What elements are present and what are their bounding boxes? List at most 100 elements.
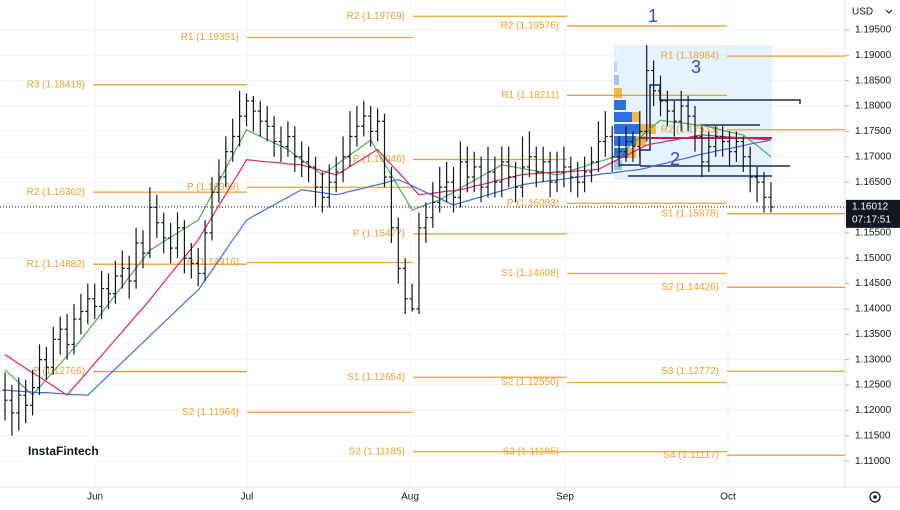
ohlc-bar xyxy=(375,108,381,142)
currency-caret[interactable] xyxy=(885,9,893,14)
structure-lines xyxy=(620,84,801,177)
ohlc-bar xyxy=(658,75,663,117)
y-tick-label: 1.13000 xyxy=(855,354,892,365)
y-tick-label: 1.13500 xyxy=(855,329,892,340)
pivot-label: S2 (1.12550) xyxy=(501,377,559,388)
ohlc-bar xyxy=(285,121,291,157)
ohlc-bar xyxy=(319,171,325,213)
ohlc-bar xyxy=(554,151,560,193)
ohlc-bar xyxy=(402,258,408,315)
ohlc-bar xyxy=(699,126,705,178)
y-tick-label: 1.12000 xyxy=(855,405,892,416)
currency[interactable]: USD xyxy=(852,7,873,18)
ohlc-bar xyxy=(368,106,374,147)
pivot-label: S1 (1.12654) xyxy=(347,372,405,383)
pivot-label: R2 (1.16302) xyxy=(27,187,85,198)
ohlc-bar xyxy=(692,106,698,152)
y-tick-label: 1.17500 xyxy=(855,126,892,137)
ohlc-bar xyxy=(106,273,111,309)
ohlc-bar xyxy=(720,126,726,157)
profile-bar xyxy=(632,112,640,122)
wave-label: 2 xyxy=(670,149,680,169)
ohlc-bar xyxy=(623,126,629,162)
settings-icon[interactable] xyxy=(869,491,881,503)
pivot-label: R1 (1.18211) xyxy=(501,90,559,101)
ohlc-bars xyxy=(2,45,774,436)
ohlc-bar xyxy=(264,106,270,142)
ohlc-bar xyxy=(388,166,394,243)
y-tick-label: 1.19500 xyxy=(855,25,892,36)
ohlc-bar xyxy=(202,220,208,282)
y-tick-label: 1.11000 xyxy=(855,456,891,467)
ohlc-bar xyxy=(78,293,84,335)
ohlc-bar xyxy=(216,159,222,203)
ohlc-bar xyxy=(761,171,767,213)
settings-ring[interactable] xyxy=(869,491,881,503)
ohlc-bar xyxy=(754,166,760,203)
ohlc-bar xyxy=(630,131,636,162)
last-price-label: 1.16012 xyxy=(852,202,889,213)
ohlc-bar xyxy=(520,136,525,198)
pivot-label: R2 (1.19769) xyxy=(347,11,405,22)
pivot-levels: R3 (1.18418) R2 (1.16302) R1 (1.14882) P (1… xyxy=(27,11,845,461)
ohlc-bar xyxy=(250,95,256,132)
ohlc-bar xyxy=(492,156,498,198)
ohlc-bar xyxy=(533,146,539,188)
profile-bar xyxy=(636,136,646,146)
ohlc-bar xyxy=(678,90,684,132)
ohlc-bar xyxy=(37,344,42,396)
x-tick-label: Oct xyxy=(720,492,736,503)
pivot-label: S2 (1.11185) xyxy=(349,446,405,457)
x-tick-label: Jul xyxy=(241,492,254,503)
ohlc-bar xyxy=(181,220,187,274)
ohlc-bar xyxy=(740,136,746,172)
ohlc-bar xyxy=(175,212,180,259)
ohlc-bar xyxy=(23,379,29,424)
ohlc-bar xyxy=(747,146,753,193)
ohlc-bar xyxy=(119,250,125,289)
pivot-label: R1 (1.18984) xyxy=(661,51,719,62)
ohlc-bar xyxy=(416,212,422,315)
ohlc-bar xyxy=(209,177,215,241)
ohlc-bar xyxy=(464,146,470,193)
y-tick-label: 1.18000 xyxy=(855,101,892,112)
ohlc-bar xyxy=(313,156,318,208)
ohlc-bar xyxy=(595,121,601,172)
ohlc-bar xyxy=(230,118,236,162)
ma-line xyxy=(4,139,772,396)
ma-line xyxy=(4,134,771,396)
y-tick-label: 1.16500 xyxy=(855,177,892,188)
ohlc-bar xyxy=(713,126,719,157)
ohlc-bar xyxy=(685,95,691,132)
y-tick-label: 1.15500 xyxy=(855,227,892,238)
watermark: InstaFintech xyxy=(28,444,99,458)
y-tick-label: 1.12500 xyxy=(855,380,892,391)
ohlc-bar xyxy=(16,377,22,431)
ohlc-bar xyxy=(437,166,443,213)
y-tick-label: 1.15000 xyxy=(855,253,892,264)
ohlc-bar xyxy=(706,131,712,172)
ohlc-bar xyxy=(333,156,339,193)
pivot-label: R1 (1.14882) xyxy=(27,259,85,270)
pivot-label: P (1.12766) xyxy=(33,366,85,377)
ohlc-bar xyxy=(195,248,201,287)
ohlc-bar xyxy=(602,111,608,157)
ohlc-bar xyxy=(299,141,305,178)
moving-averages xyxy=(4,119,772,397)
pivot-label: S2 (1.14426) xyxy=(661,282,719,293)
ohlc-bar xyxy=(340,136,346,183)
ma-line xyxy=(4,119,772,397)
ohlc-bar xyxy=(644,45,650,142)
profile-bar xyxy=(614,160,622,170)
ohlc-bar xyxy=(161,212,167,254)
pivot-label: S3 (1.11185) xyxy=(503,446,559,457)
ohlc-bar xyxy=(664,90,670,127)
ohlc-bar xyxy=(292,126,298,172)
ohlc-bar xyxy=(616,136,622,167)
pivot-label: P (1.16399) xyxy=(187,182,239,193)
grid xyxy=(0,0,845,487)
profile-bar xyxy=(614,100,626,110)
settings-dot[interactable] xyxy=(873,495,877,499)
